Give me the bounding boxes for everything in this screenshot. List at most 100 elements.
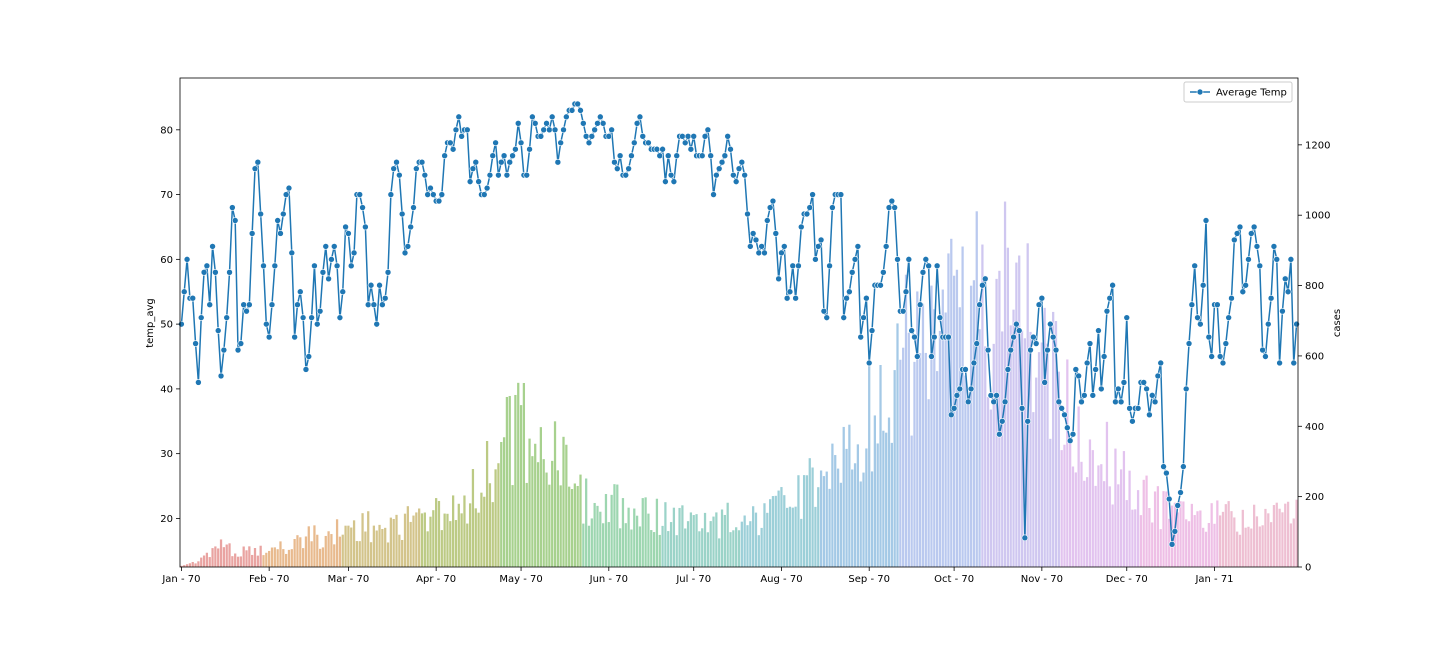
line-point-165: [645, 139, 652, 147]
line-point-325: [1097, 385, 1105, 393]
bar-day-296: [1018, 255, 1021, 567]
bar-day-105: [477, 512, 480, 567]
bar-day-30: [265, 552, 268, 567]
bar-day-200: [746, 525, 749, 567]
line-point-216: [789, 262, 797, 270]
line-point-366: [1214, 301, 1221, 308]
bar-day-340: [1142, 479, 1145, 567]
line-point-200: [744, 210, 751, 218]
line-point-302: [1032, 340, 1040, 347]
bar-day-367: [1219, 515, 1222, 567]
bar-day-234: [842, 426, 845, 567]
line-point-295: [1013, 320, 1020, 328]
bar-day-20: [236, 556, 240, 567]
line-point-199: [741, 171, 748, 179]
line-point-46: [308, 314, 315, 321]
line-point-1: [180, 288, 188, 296]
line-point-393: [1290, 359, 1298, 367]
line-point-324: [1095, 327, 1102, 334]
line-point-157: [622, 171, 630, 179]
bar-day-96: [452, 495, 455, 567]
bar-day-154: [616, 484, 619, 567]
bar-day-295: [1015, 262, 1018, 567]
bar-day-321: [1088, 439, 1092, 567]
bar-day-196: [735, 527, 738, 567]
bar-day-39: [290, 549, 293, 567]
line-point-141: [577, 107, 584, 114]
bar-day-220: [802, 475, 806, 567]
bar-day-231: [834, 455, 837, 567]
line-point-187: [707, 152, 715, 160]
line-point-309: [1052, 346, 1060, 354]
bar-day-166: [650, 530, 653, 567]
line-point-241: [860, 314, 867, 321]
y-right-tick-label: 0: [1305, 563, 1311, 574]
bar-day-249: [885, 432, 888, 567]
bar-day-56: [338, 536, 342, 567]
line-point-322: [1089, 392, 1097, 399]
line-point-233: [837, 191, 845, 198]
x-tick-label: Nov - 70: [1021, 574, 1063, 585]
line-point-300: [1027, 346, 1034, 354]
line-point-351: [1171, 528, 1179, 535]
bar-day-262: [921, 303, 925, 567]
bar-day-297: [1020, 330, 1024, 567]
bar-day-305: [1043, 307, 1046, 567]
bar-day-111: [494, 469, 497, 567]
line-point-307: [1047, 320, 1054, 328]
bar-day-186: [706, 532, 709, 567]
line-point-213: [780, 243, 788, 250]
line-point-210: [772, 230, 780, 237]
bar-day-253: [896, 323, 899, 567]
line-point-148: [597, 113, 604, 121]
line-point-72: [381, 294, 389, 302]
bar-day-394: [1295, 499, 1298, 567]
bar-day-179: [686, 521, 690, 567]
bar-day-235: [845, 448, 848, 567]
bar-day-9: [205, 552, 209, 567]
line-point-160: [630, 139, 638, 147]
line-point-87: [424, 191, 431, 198]
line-point-80: [404, 243, 412, 250]
line-point-21: [237, 340, 245, 347]
bar-day-0: [180, 565, 183, 567]
line-point-374: [1236, 223, 1244, 231]
bar-day-223: [811, 467, 814, 567]
line-point-37: [282, 191, 290, 198]
line-point-107: [480, 191, 488, 198]
line-point-321: [1086, 340, 1094, 347]
bar-day-76: [395, 514, 398, 567]
line-point-147: [594, 120, 601, 127]
line-point-347: [1160, 463, 1167, 470]
bar-day-192: [723, 514, 726, 567]
line-point-171: [662, 178, 669, 185]
line-point-268: [936, 314, 944, 321]
line-point-369: [1222, 340, 1230, 347]
bar-day-318: [1080, 461, 1083, 567]
bar-day-244: [870, 471, 874, 567]
bar-day-241: [862, 472, 865, 567]
bar-day-193: [726, 502, 729, 567]
bar-day-264: [927, 399, 930, 567]
line-point-177: [679, 132, 686, 140]
line-point-272: [947, 411, 955, 419]
bar-day-317: [1077, 406, 1080, 567]
line-point-73: [384, 268, 392, 276]
line-point-178: [681, 139, 689, 147]
line-point-161: [633, 120, 641, 127]
bar-day-344: [1153, 491, 1157, 567]
bar-day-47: [313, 525, 316, 567]
bar-day-388: [1278, 508, 1281, 567]
bar-day-328: [1108, 486, 1111, 567]
bar-day-93: [443, 513, 446, 567]
bar-day-363: [1207, 522, 1210, 567]
y-right-tick-label: 200: [1305, 492, 1324, 503]
bar-day-122: [525, 482, 528, 567]
bar-day-74: [389, 517, 392, 567]
bar-day-306: [1046, 343, 1049, 567]
bar-day-26: [253, 548, 257, 567]
line-point-388: [1276, 359, 1283, 367]
bar-day-137: [568, 486, 571, 567]
line-point-122: [523, 171, 531, 179]
bar-day-13: [217, 548, 220, 567]
